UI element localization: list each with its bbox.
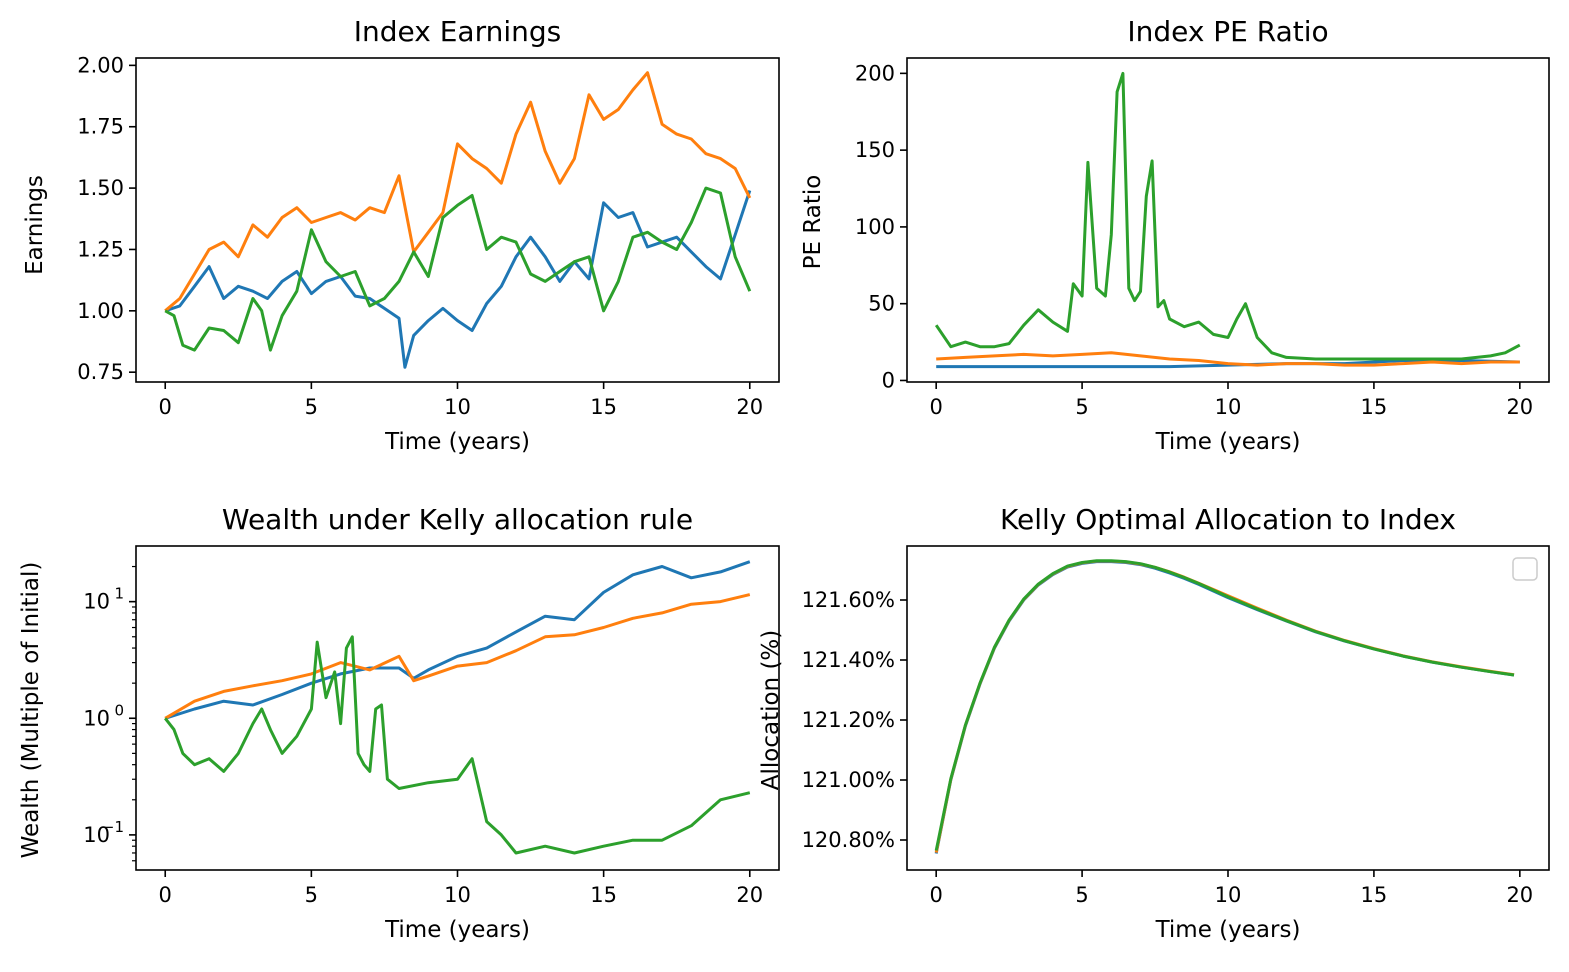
x-axis-label: Time (years) xyxy=(1155,429,1301,455)
chart-1: 0 5 10 15 20 0.75 1.00 1.25 1.50 1.75 2.00 Index Ea… xyxy=(22,15,780,455)
y-tick-label: 10 xyxy=(83,590,110,614)
x-tick-label: 20 xyxy=(1506,395,1533,419)
y-tick-label: 121.00% xyxy=(802,768,895,792)
y-axis-label: Allocation (%) xyxy=(758,630,784,791)
y-tick-label: 0.75 xyxy=(77,360,124,384)
axes-frame xyxy=(135,545,780,871)
y-tick-label: 1.50 xyxy=(77,176,124,200)
y-tick-label: 121.60% xyxy=(802,588,895,612)
x-tick-label: 20 xyxy=(1506,883,1533,907)
x-tick-label: 10 xyxy=(444,883,471,907)
chart-title: Index PE Ratio xyxy=(1127,15,1328,48)
legend-box xyxy=(1512,557,1538,581)
y-tick-label: 10 xyxy=(83,706,110,730)
y-tick-label: 100 xyxy=(855,215,895,239)
chart-title: Kelly Optimal Allocation to Index xyxy=(1000,503,1456,536)
series-line-3 xyxy=(934,71,1521,361)
series-line-3 xyxy=(934,559,1515,851)
chart-4: 0 5 10 15 20 120.80% 121.00% 121.20% 121.40% 121.… xyxy=(758,503,1550,943)
x-tick-label: 20 xyxy=(736,883,763,907)
x-axis-label: Time (years) xyxy=(384,917,530,943)
y-axis-label: Wealth (Multiple of Initial) xyxy=(18,562,44,859)
y-axis-label: PE Ratio xyxy=(800,175,826,270)
x-tick-label: 5 xyxy=(1075,883,1088,907)
y-tick-label: 0 xyxy=(882,368,895,392)
x-axis-label: Time (years) xyxy=(384,429,530,455)
y-tick-label: 120.80% xyxy=(802,828,895,852)
series-line-2 xyxy=(934,559,1515,853)
axes-frame xyxy=(135,57,780,383)
y-tick-exponent: 1 xyxy=(114,585,124,603)
x-tick-label: 20 xyxy=(736,395,763,419)
series-line-2 xyxy=(164,593,751,720)
chart-title: Index Earnings xyxy=(354,15,561,48)
y-tick-label: 1.00 xyxy=(77,299,124,323)
x-tick-label: 0 xyxy=(159,883,172,907)
x-axis-label: Time (years) xyxy=(1155,917,1301,943)
axes-frame xyxy=(906,57,1550,383)
y-tick-label: 150 xyxy=(855,138,895,162)
y-axis-label: Earnings xyxy=(22,175,48,275)
x-tick-label: 10 xyxy=(1215,883,1242,907)
y-tick-label: 121.20% xyxy=(802,708,895,732)
x-tick-label: 5 xyxy=(305,883,318,907)
x-tick-label: 15 xyxy=(1361,395,1388,419)
x-tick-label: 0 xyxy=(929,395,942,419)
y-tick-label: 2.00 xyxy=(77,53,124,77)
series-line-1 xyxy=(164,560,751,720)
x-tick-label: 15 xyxy=(1361,883,1388,907)
series-line-1 xyxy=(164,190,752,369)
series-line-1 xyxy=(934,560,1515,854)
y-tick-label: 1.75 xyxy=(77,115,124,139)
series-line-3 xyxy=(164,635,751,855)
x-tick-label: 15 xyxy=(590,395,617,419)
x-tick-label: 10 xyxy=(1215,395,1242,419)
y-tick-label: 50 xyxy=(868,292,895,316)
y-tick-label: 121.40% xyxy=(802,648,895,672)
y-tick-label: 200 xyxy=(855,61,895,85)
x-tick-label: 10 xyxy=(444,395,471,419)
y-tick-label: 1.25 xyxy=(77,237,124,261)
x-tick-label: 5 xyxy=(1075,395,1088,419)
series-line-2 xyxy=(936,351,1520,367)
y-tick-exponent: −1 xyxy=(102,818,124,836)
y-tick-exponent: 0 xyxy=(114,701,124,719)
x-tick-label: 0 xyxy=(159,395,172,419)
y-tick-label: 10 xyxy=(83,823,110,847)
x-tick-label: 5 xyxy=(305,395,318,419)
chart-title: Wealth under Kelly allocation rule xyxy=(222,503,693,536)
x-tick-label: 0 xyxy=(929,883,942,907)
x-tick-label: 15 xyxy=(590,883,617,907)
series-line-2 xyxy=(164,71,752,312)
series-line-3 xyxy=(164,186,752,352)
